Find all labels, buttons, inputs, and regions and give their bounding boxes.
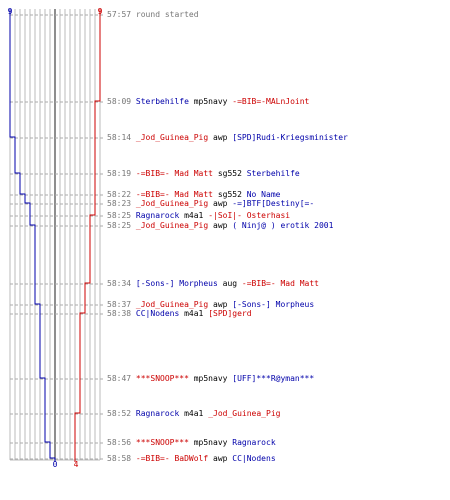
event-killer: _Jod_Guinea_Pig — [135, 199, 209, 208]
red-bottom-label: 4 — [74, 460, 79, 469]
event-weapon: awp — [213, 300, 228, 309]
event-killer: ***SNOOP*** — [135, 438, 189, 447]
blue-team-line — [9, 9, 56, 462]
event-killer: -=BIB=- BaDWolf — [135, 454, 209, 463]
event-victim: [UFF]***R@yman*** — [232, 374, 315, 383]
event-time: 58:09 — [107, 97, 132, 106]
event-victim: [SPD]Rudi-Kriegsminister — [232, 133, 348, 142]
event-weapon: awp — [213, 454, 228, 463]
event-victim: ( Ninj@ ) erotik 2001 — [232, 221, 334, 230]
event-victim: -|SoI|- Osterhasi — [208, 211, 291, 220]
event-weapon: mp5navy — [193, 374, 228, 383]
event-weapon: m4a1 — [184, 409, 204, 418]
red-top-label: 9 — [98, 7, 103, 16]
timeline-grid — [9, 9, 101, 461]
kill-event-row: 58:19 -=BIB=- Mad Matt sg552 Sterbehilfe — [107, 169, 300, 179]
event-time: 58:19 — [107, 169, 132, 178]
kill-event-row: 58:52 Ragnarock m4a1 _Jod_Guinea_Pig — [107, 409, 280, 419]
event-weapon: m4a1 — [184, 211, 204, 220]
kill-event-row: 58:37 _Jod_Guinea_Pig awp [-Sons-] Morph… — [107, 300, 314, 310]
event-time: 58:22 — [107, 190, 132, 199]
event-time: 58:23 — [107, 199, 132, 208]
kill-event-row: 58:09 Sterbehilfe mp5navy -=BIB=-MALnJoi… — [107, 97, 309, 107]
kill-event-row: 58:25 _Jod_Guinea_Pig awp ( Ninj@ ) erot… — [107, 221, 333, 231]
event-weapon: aug — [222, 279, 238, 288]
team-count-lines — [9, 9, 101, 462]
event-time: 58:14 — [107, 133, 132, 142]
event-victim: [-Sons-] Morpheus — [232, 300, 315, 309]
kill-event-row: 58:56 ***SNOOP*** mp5navy Ragnarock — [107, 438, 276, 448]
event-killer: -=BIB=- Mad Matt — [135, 169, 213, 178]
event-weapon: awp — [213, 199, 228, 208]
kill-event-row: 58:58 -=BIB=- BaDWolf awp CC|Nodens — [107, 454, 276, 464]
event-victim: Ragnarock — [232, 438, 276, 447]
kill-event-row: 58:25 Ragnarock m4a1 -|SoI|- Osterhasi — [107, 211, 290, 221]
event-killer: Sterbehilfe — [135, 97, 189, 106]
event-victim: -=BIB=-MALnJoint — [232, 97, 310, 106]
kill-event-row: 58:38 CC|Nodens m4a1 [SPD]gerd — [107, 309, 252, 319]
event-killer: _Jod_Guinea_Pig — [135, 133, 209, 142]
event-weapon: m4a1 — [184, 309, 204, 318]
event-victim: _Jod_Guinea_Pig — [208, 409, 281, 418]
event-time: 58:38 — [107, 309, 132, 318]
event-note: round started — [135, 10, 199, 19]
event-victim: [SPD]gerd — [208, 309, 252, 318]
event-time: 58:56 — [107, 438, 132, 447]
event-time: 57:57 — [107, 10, 132, 19]
event-killer: Ragnarock — [135, 409, 180, 418]
event-time: 58:58 — [107, 454, 132, 463]
event-weapon: awp — [213, 221, 228, 230]
kill-event-row: 57:57 round started — [107, 10, 199, 20]
event-victim: CC|Nodens — [232, 454, 276, 463]
event-time: 58:52 — [107, 409, 132, 418]
event-time: 58:34 — [107, 279, 132, 288]
scale-labels: 9 9 0 4 — [8, 7, 103, 469]
event-time: 58:47 — [107, 374, 132, 383]
kill-event-row: 58:47 ***SNOOP*** mp5navy [UFF]***R@yman… — [107, 374, 314, 384]
kill-event-row: 58:34 [-Sons-] Morpheus aug -=BIB=- Mad … — [107, 279, 319, 289]
event-weapon: mp5navy — [193, 97, 228, 106]
event-victim: No Name — [246, 190, 281, 199]
event-weapon: mp5navy — [193, 438, 228, 447]
event-victim: Sterbehilfe — [246, 169, 300, 178]
event-time: 58:37 — [107, 300, 132, 309]
event-victim: -=]BTF[Destiny[=- — [232, 199, 315, 208]
event-killer: CC|Nodens — [135, 309, 180, 318]
blue-top-label: 9 — [8, 7, 13, 16]
event-killer: Ragnarock — [135, 211, 180, 220]
event-weapon: sg552 — [217, 169, 242, 178]
event-killer: ***SNOOP*** — [135, 374, 189, 383]
blue-bottom-label: 0 — [53, 460, 58, 469]
event-killer: _Jod_Guinea_Pig — [135, 300, 209, 309]
kill-event-row: 58:22 -=BIB=- Mad Matt sg552 No Name — [107, 190, 280, 200]
event-time: 58:25 — [107, 211, 132, 220]
event-killer: [-Sons-] Morpheus — [135, 279, 218, 288]
event-weapon: sg552 — [217, 190, 242, 199]
kill-event-row: 58:23 _Jod_Guinea_Pig awp -=]BTF[Destiny… — [107, 199, 314, 209]
red-team-line — [74, 9, 101, 462]
event-weapon: awp — [213, 133, 228, 142]
kill-event-row: 58:14 _Jod_Guinea_Pig awp [SPD]Rudi-Krie… — [107, 133, 348, 143]
event-victim: -=BIB=- Mad Matt — [241, 279, 319, 288]
event-killer: _Jod_Guinea_Pig — [135, 221, 209, 230]
event-time: 58:25 — [107, 221, 132, 230]
event-guide-lines — [10, 14, 104, 460]
event-killer: -=BIB=- Mad Matt — [135, 190, 213, 199]
